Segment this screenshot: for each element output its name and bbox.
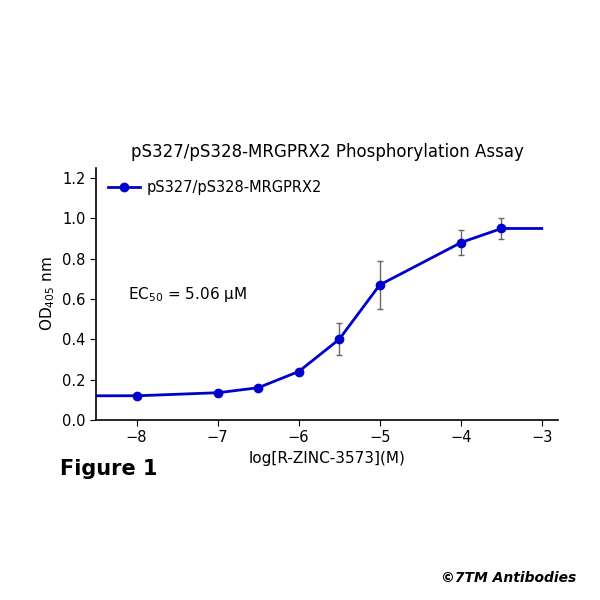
Y-axis label: OD$_{405}$ nm: OD$_{405}$ nm [38,257,56,331]
Legend: pS327/pS328-MRGPRX2: pS327/pS328-MRGPRX2 [103,175,327,199]
Text: Figure 1: Figure 1 [60,459,157,479]
Title: pS327/pS328-MRGPRX2 Phosphorylation Assay: pS327/pS328-MRGPRX2 Phosphorylation Assa… [131,143,523,161]
Text: ©7TM Antibodies: ©7TM Antibodies [441,571,576,585]
X-axis label: log[R-ZINC-3573](M): log[R-ZINC-3573](M) [248,451,406,466]
Text: EC$_{50}$ = 5.06 μM: EC$_{50}$ = 5.06 μM [128,284,247,304]
